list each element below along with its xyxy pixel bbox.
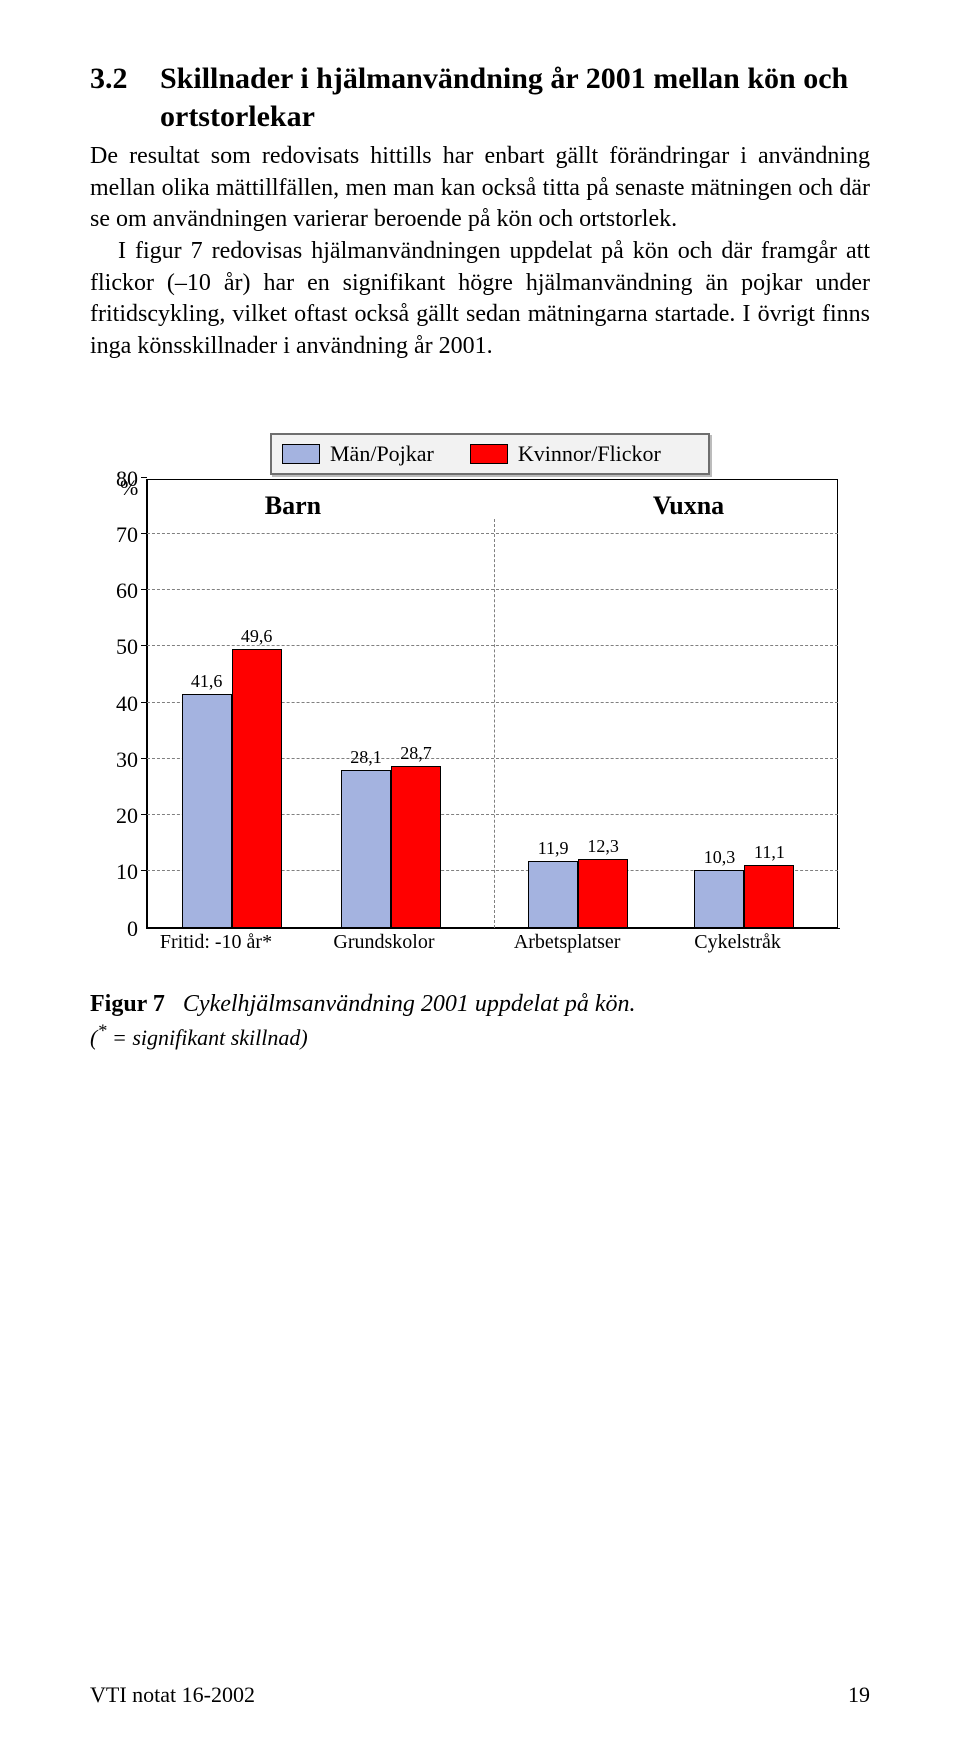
bar-val-c1-a: 28,1 [350,747,382,768]
note-rest: = signifikant skillnad) [107,1025,308,1050]
plot-area: Barn Vuxna 41,6 49,6 28,1 28, [146,479,840,929]
heading-title: Skillnader i hjälmanvändning år 2001 mel… [160,60,870,135]
swatch-men [282,444,320,464]
bar-c2-a: 11,9 [528,861,578,928]
chart-legend: Män/Pojkar Kvinnor/Flickor [270,433,710,475]
ytickmark-70 [141,533,147,534]
bar-group-c1: 28,1 28,7 [341,766,441,927]
bar-c3-b: 11,1 [744,865,794,927]
legend-label-women: Kvinnor/Flickor [518,441,661,467]
ytick-20: 20 [116,803,138,829]
bar-c0-a: 41,6 [182,694,232,928]
ytickmark-40 [141,702,147,703]
bar-c1-b: 28,7 [391,766,441,927]
swatch-women [470,444,508,464]
heading-number: 3.2 [90,60,160,135]
y-axis: 80 70 60 50 40 30 20 10 0 [100,479,146,929]
x-label-c2: Arbetsplatser [514,931,621,954]
page-footer: VTI notat 16-2002 19 [90,1682,870,1708]
mid-divider [494,519,495,928]
chart: Män/Pojkar Kvinnor/Flickor % 80 70 60 50… [100,433,840,959]
legend-item-women: Kvinnor/Flickor [470,441,661,467]
x-label-c0: Fritid: -10 år* [160,931,272,954]
ytickmark-60 [141,589,147,590]
bar-val-c3-b: 11,1 [754,842,785,863]
legend-label-men: Män/Pojkar [330,441,434,467]
ytick-30: 30 [116,747,138,773]
ytick-10: 10 [116,859,138,885]
x-label-c3: Cykelstråk [694,931,781,954]
grid-60 [147,589,838,590]
bar-val-c2-a: 11,9 [538,838,569,859]
region-label-vuxna: Vuxna [653,491,724,521]
ytick-0: 0 [127,916,138,942]
bar-val-c0-a: 41,6 [191,671,223,692]
ytick-50: 50 [116,634,138,660]
bar-c2-b: 12,3 [578,859,628,928]
bar-c1-a: 28,1 [341,770,391,928]
ytickmark-10 [141,870,147,871]
ytick-60: 60 [116,578,138,604]
ytickmark-50 [141,645,147,646]
plot: % 80 70 60 50 40 30 20 10 0 [100,479,840,959]
bar-val-c2-b: 12,3 [587,836,619,857]
paragraph-2: I figur 7 redovisas hjälmanvändningen up… [90,238,870,359]
legend-item-men: Män/Pojkar [282,441,434,467]
bar-group-c3: 10,3 11,1 [694,865,794,927]
grid-70 [147,533,838,534]
ytickmark-20 [141,814,147,815]
ytick-70: 70 [116,522,138,548]
bar-group-c0: 41,6 49,6 [182,649,282,928]
x-axis-labels: Fritid: -10 år* Grundskolor Arbetsplatse… [146,929,840,959]
bar-val-c0-b: 49,6 [241,626,273,647]
region-label-barn: Barn [265,491,321,521]
body-paragraph: De resultat som redovisats hittills har … [90,141,870,363]
ytick-40: 40 [116,691,138,717]
ytickmark-30 [141,758,147,759]
note-sup: * [97,1021,106,1041]
x-label-c1: Grundskolor [333,931,434,954]
bar-val-c1-b: 28,7 [400,743,432,764]
figure-title: Cykelhjälmsanvändning 2001 uppdelat på k… [183,991,636,1017]
bar-c3-a: 10,3 [694,870,744,928]
figure-note: (* = signifikant skillnad) [90,1025,308,1050]
figure-caption: Figur 7 Cykelhjälmsanvändning 2001 uppde… [90,989,870,1055]
ytick-80: 80 [116,466,138,492]
paragraph-1: De resultat som redovisats hittills har … [90,143,870,232]
ytickmark-80 [141,477,147,478]
bar-val-c3-a: 10,3 [704,847,736,868]
footer-left: VTI notat 16-2002 [90,1682,255,1708]
figure-label: Figur 7 [90,991,165,1017]
bar-c0-b: 49,6 [232,649,282,928]
footer-right: 19 [848,1682,870,1708]
bar-group-c2: 11,9 12,3 [528,859,628,928]
section-heading: 3.2 Skillnader i hjälmanvändning år 2001… [90,60,870,135]
